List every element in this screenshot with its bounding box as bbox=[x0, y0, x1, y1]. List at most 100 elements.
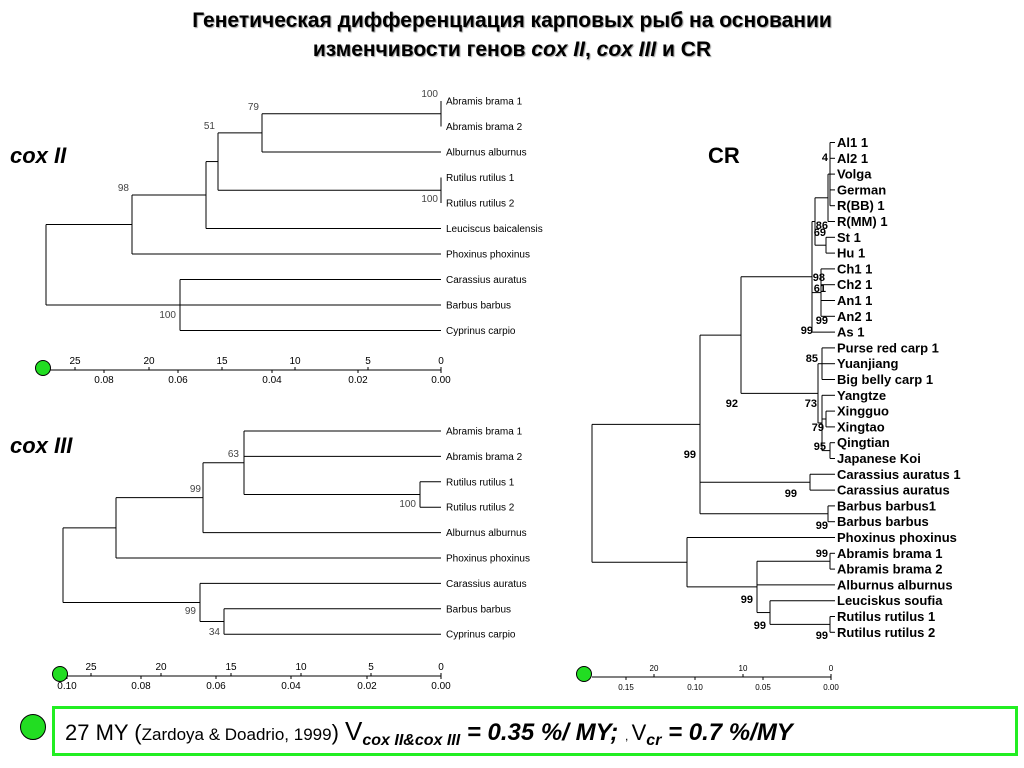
cox2-scale-bottom-label: 0.08 bbox=[94, 375, 114, 386]
title-gene-cox2: cox II bbox=[531, 38, 585, 61]
taxon-label: Japanese Koi bbox=[837, 451, 921, 466]
taxon-label: Barbus barbus1 bbox=[837, 498, 936, 513]
cox3-scale-bottom-label: 0.08 bbox=[131, 681, 151, 692]
cr-support-value: 99 bbox=[785, 488, 797, 500]
cox2-support-value: 79 bbox=[248, 102, 260, 113]
taxon-label: Rutilus rutilus 2 bbox=[446, 503, 515, 514]
cr-support-value: 92 bbox=[726, 398, 738, 410]
taxon-label: Carassius auratus bbox=[446, 275, 527, 286]
cox2-scale-top-label: 0 bbox=[438, 356, 444, 367]
cr-scale-top-label: 0 bbox=[829, 664, 834, 673]
cr-support-value: 99 bbox=[741, 594, 753, 606]
cr-support-value: 69 bbox=[814, 227, 826, 239]
taxon-label: Alburnus alburnus bbox=[446, 528, 527, 539]
footer-v1-letter: V bbox=[345, 716, 363, 746]
taxon-label: Abramis brama 2 bbox=[446, 452, 523, 463]
cr-scale-bottom-label: 0.15 bbox=[618, 683, 634, 692]
cr-support-value: 98 bbox=[813, 272, 825, 284]
title-separator: , bbox=[584, 38, 597, 61]
cox3-scale-bottom-label: 0.00 bbox=[431, 681, 451, 692]
taxon-label: Rutilus rutilus 2 bbox=[837, 625, 935, 640]
taxon-label: Barbus barbus bbox=[446, 604, 511, 615]
taxon-label: An1 1 bbox=[837, 293, 872, 308]
taxon-label: Leuciscus baicalensis bbox=[446, 224, 543, 235]
title-line-2: изменчивости генов cox II, cox III и CR bbox=[0, 35, 1024, 64]
cox3-scale-top-label: 10 bbox=[295, 662, 307, 673]
taxon-label: Cyprinus carpio bbox=[446, 326, 516, 337]
green-marker-cr bbox=[576, 666, 592, 682]
cox2-scale-bottom-label: 0.06 bbox=[168, 375, 188, 386]
footer-v1-value: = 0.35 %/ MY; bbox=[460, 719, 625, 746]
taxon-label: Carassius auratus bbox=[837, 483, 950, 498]
taxon-label: R(BB) 1 bbox=[837, 198, 885, 213]
cox3-scale-bottom-label: 0.06 bbox=[206, 681, 226, 692]
taxon-label: Abramis brama 1 bbox=[446, 427, 523, 438]
taxon-label: German bbox=[837, 182, 886, 197]
taxon-label: Ch1 1 bbox=[837, 261, 872, 276]
footer-citation: Zardoya & Doadrio, 1999 bbox=[141, 725, 332, 744]
cox3-support-value: 100 bbox=[399, 499, 416, 510]
taxon-label: Rutilus rutilus 1 bbox=[446, 173, 515, 184]
taxon-label: Rutilus rutilus 1 bbox=[446, 477, 515, 488]
cr-support-value: 99 bbox=[816, 520, 828, 532]
taxon-label: Big belly carp 1 bbox=[837, 372, 933, 387]
taxon-label: St 1 bbox=[837, 230, 861, 245]
footer-v1-sub: cox II&cox III bbox=[362, 732, 461, 749]
cr-support-value: 85 bbox=[806, 353, 818, 365]
cr-support-value: 79 bbox=[812, 422, 824, 434]
cr-support-value: 73 bbox=[805, 398, 817, 410]
taxon-label: Rutilus rutilus 2 bbox=[446, 199, 515, 210]
taxon-label: Xingguo bbox=[837, 404, 889, 419]
slide-title: Генетическая дифференциация карповых рыб… bbox=[0, 6, 1024, 64]
taxon-label: Al2 1 bbox=[837, 151, 868, 166]
taxon-label: Cyprinus carpio bbox=[446, 630, 516, 641]
title-line-1: Генетическая дифференциация карповых рыб… bbox=[192, 9, 832, 32]
cox2-scale-top-label: 5 bbox=[365, 356, 371, 367]
taxon-label: Abramis brama 1 bbox=[837, 546, 943, 561]
taxon-label: Phoxinus phoxinus bbox=[837, 530, 957, 545]
cox3-support-value: 99 bbox=[190, 484, 202, 495]
cox3-scale-bottom-label: 0.10 bbox=[57, 681, 77, 692]
cox3-scale-bottom-label: 0.02 bbox=[357, 681, 377, 692]
taxon-label: Ch2 1 bbox=[837, 277, 872, 292]
cr-scale-top-label: 10 bbox=[739, 664, 748, 673]
title-gene-cox3: cox III bbox=[596, 38, 657, 61]
cr-support-value: 99 bbox=[684, 449, 696, 461]
cox2-scale-top-label: 25 bbox=[69, 356, 81, 367]
taxon-label: Alburnus alburnus bbox=[837, 577, 953, 592]
footer-v2-sub: cr bbox=[646, 732, 662, 749]
taxon-label: Abramis brama 1 bbox=[446, 97, 523, 108]
cox2-support-value: 100 bbox=[159, 310, 176, 321]
cox3-scale-bottom-label: 0.04 bbox=[281, 681, 301, 692]
green-marker-cox2 bbox=[35, 360, 51, 376]
taxon-label: Purse red carp 1 bbox=[837, 340, 939, 355]
taxon-label: Carassius auratus 1 bbox=[837, 467, 961, 482]
cox2-support-value: 100 bbox=[421, 89, 438, 100]
cox3-scale-top-label: 25 bbox=[85, 662, 97, 673]
taxon-label: Leuciskus soufia bbox=[837, 593, 943, 608]
footer-close: ) bbox=[331, 720, 346, 745]
taxon-label: Abramis brama 2 bbox=[837, 562, 943, 577]
footer-my: 27 MY ( bbox=[65, 720, 142, 745]
taxon-label: Abramis brama 2 bbox=[446, 122, 523, 133]
cr-scale-bottom-label: 0.10 bbox=[687, 683, 703, 692]
cox2-support-value: 51 bbox=[204, 121, 216, 132]
green-marker-cox3 bbox=[52, 666, 68, 682]
cox3-scale-top-label: 20 bbox=[155, 662, 167, 673]
cox2-support-value: 98 bbox=[118, 183, 130, 194]
footer-v2-value: = 0.7 %/MY bbox=[661, 719, 793, 746]
taxon-label: Barbus barbus bbox=[446, 301, 511, 312]
cr-support-value: 4 bbox=[822, 152, 829, 164]
cox2-scale-top-label: 20 bbox=[143, 356, 155, 367]
taxon-label: Xingtao bbox=[837, 419, 885, 434]
cr-support-value: 61 bbox=[814, 283, 826, 295]
taxon-label: Al1 1 bbox=[837, 135, 868, 150]
footer-comma: , bbox=[624, 729, 632, 743]
taxon-label: Phoxinus phoxinus bbox=[446, 554, 530, 565]
title-and: и bbox=[656, 38, 681, 61]
taxon-label: As 1 bbox=[837, 325, 864, 340]
rate-footer: 27 MY (Zardoya & Doadrio, 1999) Vcox II&… bbox=[52, 706, 1018, 756]
panel-label-cox2: cox II bbox=[10, 143, 67, 168]
taxon-label: Rutilus rutilus 1 bbox=[837, 609, 935, 624]
cox2-scale-bottom-label: 0.02 bbox=[348, 375, 368, 386]
